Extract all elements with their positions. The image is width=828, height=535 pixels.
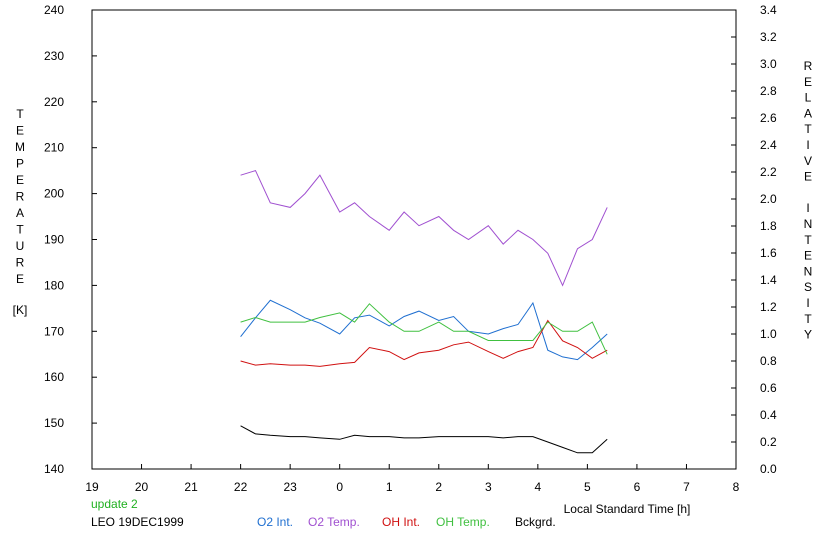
axis-label-letter: M [15,140,25,154]
axis-label-letter: I [806,201,809,215]
x-tick-label: 8 [733,480,740,494]
y-left-tick-label: 220 [44,95,64,109]
y-right-tick-label: 0.2 [760,435,777,449]
y-right-tick-label: 1.8 [760,219,777,233]
axis-label-letter: E [16,272,24,286]
axis-label-letter: N [804,264,813,278]
x-tick-label: 6 [634,480,641,494]
y-right-tick-label: 3.2 [760,30,777,44]
axis-label-letter: E [804,249,812,263]
axis-label-letter: E [804,75,812,89]
y-right-tick-label: 3.0 [760,57,777,71]
axis-label-letter: P [16,157,24,171]
y-left-tick-label: 180 [44,278,64,292]
x-tick-label: 23 [283,480,297,494]
x-tick-label: 5 [584,480,591,494]
legend-bckgrd: Bckgrd. [515,515,556,529]
y-right-tick-label: 2.4 [760,138,777,152]
x-tick-label: 0 [336,480,343,494]
x-tick-label: 2 [435,480,442,494]
legend-oh-temp: OH Temp. [436,515,490,529]
y-right-tick-label: 2.0 [760,192,777,206]
legend-oh-int: OH Int. [382,515,420,529]
y-left-tick-label: 150 [44,416,64,430]
x-tick-label: 20 [135,480,149,494]
axis-label-letter: R [16,256,25,270]
x-tick-label: 4 [535,480,542,494]
y-right-tick-label: 1.2 [760,300,777,314]
y-left-tick-label: 140 [44,462,64,476]
axis-label-letter: V [804,154,812,168]
axis-label-letter: E [16,173,24,187]
axis-label-letter: T [804,312,812,326]
y-right-tick-label: 2.8 [760,84,777,98]
y-left-tick-label: 170 [44,324,64,338]
axis-label-letter: T [16,223,24,237]
axis-label-letter: T [804,233,812,247]
x-tick-label: 22 [234,480,248,494]
x-tick-label: 19 [85,480,99,494]
update-label: update 2 [91,497,138,511]
axis-label-letter: I [806,296,809,310]
series-line-oh-temp [240,303,608,355]
x-tick-label: 1 [386,480,393,494]
axis-label-letter: T [804,122,812,136]
x-tick-label: 21 [184,480,198,494]
y-right-tick-label: 1.4 [760,273,777,287]
axis-label-letter: L [805,91,812,105]
legend-o2-int: O2 Int. [257,515,293,529]
legend-o2-temp: O2 Temp. [308,515,360,529]
axis-label-letter: T [16,107,24,121]
x-axis-label: Local Standard Time [h] [564,502,691,516]
y-left-tick-label: 230 [44,49,64,63]
y-left-tick-label: 210 [44,141,64,155]
axis-label-letter: R [16,190,25,204]
y-right-tick-label: 0.0 [760,462,777,476]
axis-label-letter: E [16,124,24,138]
axis-label-letter: R [804,59,813,73]
x-tick-label: 7 [683,480,690,494]
y-right-tick-label: 2.6 [760,111,777,125]
y-left-tick-label: 200 [44,187,64,201]
y-axis-unit-left: [K] [13,303,28,317]
axis-label-letter: Y [804,328,812,342]
y-right-tick-label: 0.8 [760,354,777,368]
y-right-tick-label: 3.4 [760,3,777,17]
axis-label-letter: A [804,106,812,120]
y-left-tick-label: 240 [44,3,64,17]
axis-label-letter: I [806,138,809,152]
series-line-oh-int [240,319,608,367]
y-left-tick-label: 190 [44,233,64,247]
y-right-tick-label: 1.6 [760,246,777,260]
series-line-o2-int [240,299,608,361]
axis-label-letter: U [16,239,25,253]
y-right-tick-label: 1.0 [760,327,777,341]
station-label: LEO 19DEC1999 [91,515,184,529]
y-left-tick-label: 160 [44,370,64,384]
series-line-bckgrd [240,425,608,454]
x-tick-label: 3 [485,480,492,494]
plot-frame [91,9,737,470]
legend: O2 Int. O2 Temp. OH Int. OH Temp. Bckgrd… [257,515,556,529]
axis-label-letter: N [804,217,813,231]
y-right-tick-label: 0.4 [760,408,777,422]
y-right-tick-label: 0.6 [760,381,777,395]
series-line-o2-temp [240,169,608,287]
axis-label-letter: E [804,170,812,184]
y-right-tick-label: 2.2 [760,165,777,179]
axis-label-letter: A [16,206,24,220]
axis-label-letter: S [804,280,812,294]
